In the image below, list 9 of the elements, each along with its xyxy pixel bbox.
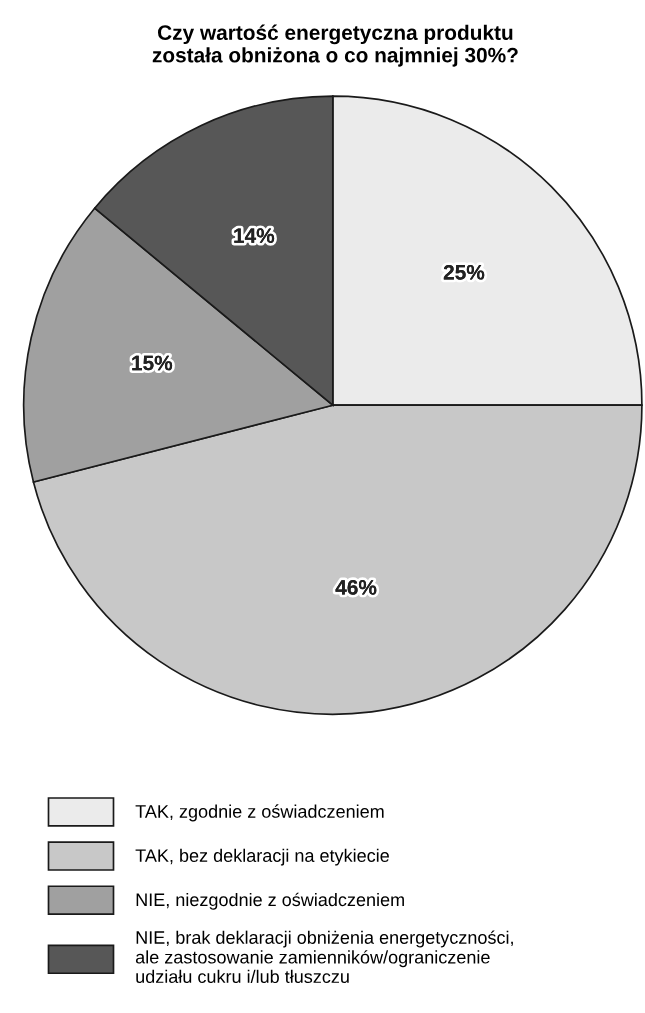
data-label: 25% <box>443 264 485 280</box>
data-label: 15% <box>132 355 173 371</box>
data-label: 46% <box>335 580 377 595</box>
data-label: 14% <box>234 228 275 243</box>
legend-label: NIE, brak deklaracji obniżenia energetyczności, ale zastosowanie zamienników/ograniczenie udziału cukru i/lub tłuszczu <box>135 930 513 984</box>
chart-title: Czy wartość energetyczna produktu została obniżona o co najmniej 30%? <box>152 24 518 67</box>
legend-label: TAK, bez deklaracji na etykiecie <box>135 848 389 866</box>
legend-label: TAK, zgodnie z oświadczeniem <box>135 804 384 822</box>
legend-label: NIE, niezgodnie z oświadczeniem <box>136 892 404 910</box>
